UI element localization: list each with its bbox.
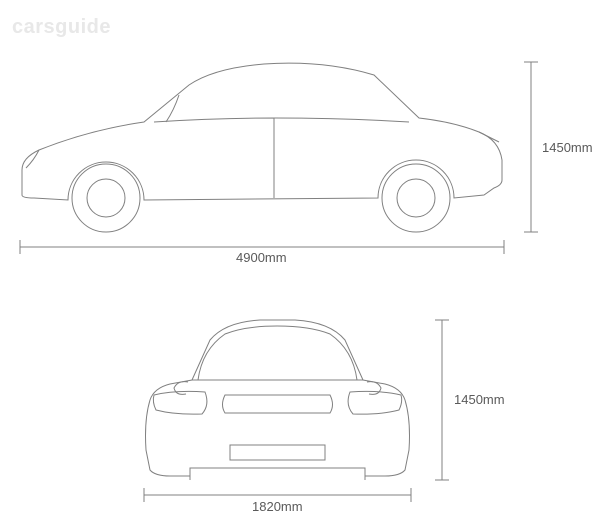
front-view-diagram: 1450mm 1820mm [130, 310, 570, 520]
front-height-label: 1450mm [454, 392, 505, 407]
front-width-label: 1820mm [252, 499, 303, 514]
watermark-text: carsguide [12, 16, 111, 39]
side-length-label: 4900mm [236, 250, 287, 265]
side-view-diagram: 1450mm 4900mm [14, 50, 574, 260]
side-height-label: 1450mm [542, 140, 592, 155]
